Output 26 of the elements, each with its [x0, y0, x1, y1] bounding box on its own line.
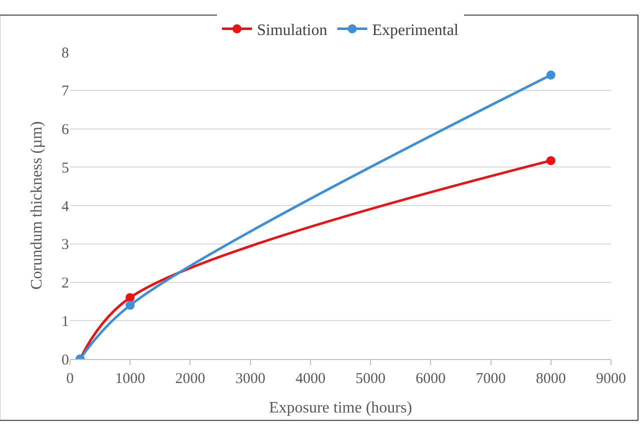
y-tick-label: 7 — [62, 84, 70, 100]
x-tick-label: 7000 — [476, 371, 506, 387]
y-tick-label: 2 — [62, 276, 69, 292]
y-tick-label: 8 — [62, 45, 69, 62]
x-tick-label: 4000 — [295, 371, 326, 387]
legend-label: Simulation — [257, 22, 328, 39]
y-tick-label: 4 — [62, 198, 70, 215]
x-axis-title: Exposure time (hours) — [268, 400, 412, 417]
x-tick-label: 6000 — [416, 371, 446, 387]
y-tick-label: 3 — [62, 237, 69, 254]
x-tick-label: 5000 — [356, 371, 386, 387]
y-tick-label: 1 — [62, 314, 69, 330]
y-tick-label: 6 — [62, 122, 70, 138]
point — [546, 70, 556, 80]
point — [126, 300, 135, 310]
y-tick-label: 0 — [62, 352, 69, 368]
x-tick-label: 2000 — [175, 371, 206, 387]
legend-label: Experimental — [372, 22, 459, 39]
y-axis-title: Corundum thickness (µm) — [28, 121, 46, 290]
y-tick-label: 5 — [62, 160, 69, 176]
x-tick-label: 1000 — [115, 371, 146, 387]
point — [126, 293, 135, 302]
x-tick-label: 3000 — [235, 371, 266, 387]
x-tick-label: 8000 — [536, 371, 566, 387]
x-tick-label: 9000 — [596, 371, 626, 387]
point — [546, 156, 556, 166]
